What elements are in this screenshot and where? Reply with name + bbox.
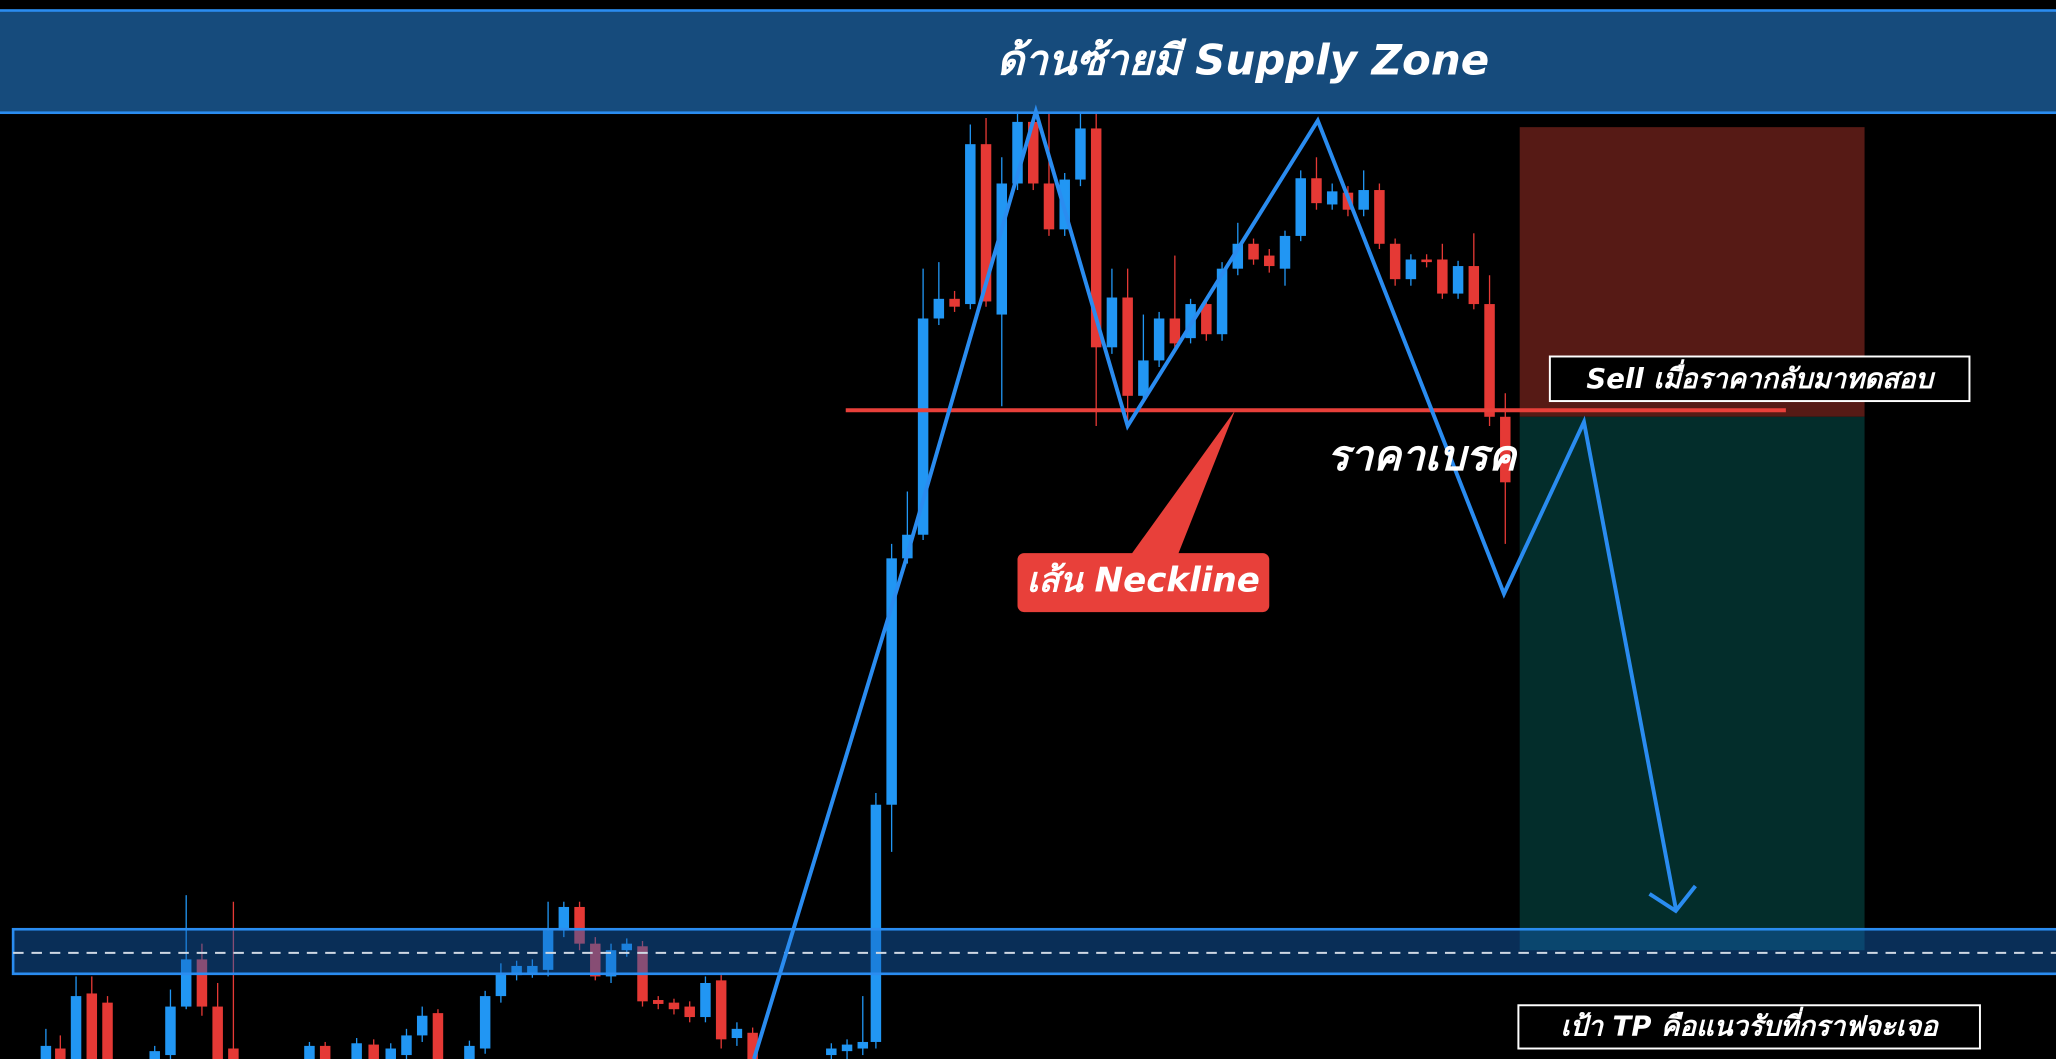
callout-box [1017, 553, 1270, 613]
pattern-line [752, 104, 1678, 1059]
candle-body [715, 980, 727, 1040]
sell-label: Sell เมื่อราคากลับมาทดสอบ [1586, 359, 1935, 395]
take-profit-zone [1519, 416, 1865, 951]
candle-body [980, 144, 992, 302]
candle-body [304, 1045, 315, 1059]
candle-body [1232, 243, 1244, 269]
candle-body [1201, 304, 1212, 335]
candle-body [574, 906, 585, 944]
neckline-label: เส้น Neckline [1027, 560, 1260, 600]
candle-body [319, 1045, 331, 1059]
candle-body [1012, 121, 1023, 184]
candle-body [605, 950, 617, 977]
candle-body [1389, 243, 1401, 280]
candle-body [841, 1044, 853, 1052]
candle-body [747, 1032, 758, 1059]
candle-body [621, 943, 633, 951]
candle-body [1326, 191, 1338, 205]
candle-body [416, 1015, 428, 1036]
candles [40, 91, 1511, 1059]
candle-body [228, 1048, 239, 1059]
callout-pointer [1130, 410, 1236, 556]
candle-body [1421, 259, 1432, 263]
candle-body [1500, 416, 1511, 483]
candle-body [668, 1002, 680, 1010]
candle-body [527, 965, 538, 973]
candle-body [542, 930, 554, 970]
break-label: ราคาเบรค [1327, 431, 1518, 480]
candle-body [857, 1041, 869, 1049]
candle-body [149, 1051, 160, 1059]
candle-body [870, 804, 882, 1042]
candle-body [886, 558, 897, 805]
candle-body [368, 1044, 379, 1059]
candle-body [1437, 259, 1448, 294]
candle-body [432, 1013, 444, 1059]
candle-body [965, 144, 976, 305]
candle-body [700, 982, 711, 1018]
candle-body [949, 298, 960, 307]
candle-body [1248, 243, 1259, 260]
candle-body [86, 993, 98, 1059]
candle-body [652, 1000, 664, 1004]
candle-body [196, 959, 208, 1007]
supply-zone-label: ด้านซ้ายมี Supply Zone [997, 35, 1489, 84]
candle-body [1185, 304, 1196, 339]
candle-body [826, 1048, 837, 1056]
candle-body [511, 965, 522, 976]
candle-body [401, 1035, 412, 1056]
candle-body [180, 959, 192, 1007]
candle-body [590, 943, 601, 977]
candle-body [1028, 121, 1039, 184]
candle-body [1468, 266, 1480, 305]
candle-body [351, 1043, 362, 1059]
candle-body [102, 1002, 113, 1059]
target-label: เป้า TP คือแนวรับที่กราฟจะเจอ [1561, 1007, 1940, 1043]
candle-body [1138, 360, 1149, 396]
candle-body [1374, 190, 1385, 244]
candle-body [1264, 255, 1275, 267]
candle-body [1311, 178, 1322, 204]
target-box [1517, 1004, 1981, 1050]
candle-body [558, 906, 570, 931]
candle-body [1405, 259, 1417, 280]
supply-zone [0, 9, 2056, 115]
sell-box [1548, 355, 1971, 403]
arrow-head [1648, 884, 1697, 914]
candle-body [212, 1006, 223, 1059]
candle-body [1106, 297, 1118, 348]
candle-body [1295, 178, 1306, 236]
candle-body [902, 534, 913, 559]
candle-body [1169, 318, 1181, 344]
candle-body [70, 996, 82, 1059]
candle-body [1090, 128, 1102, 348]
candle-body [464, 1045, 475, 1059]
candle-body [1043, 183, 1055, 230]
candle-body [55, 1048, 66, 1059]
candle-body [684, 1006, 695, 1018]
candle-body [917, 318, 929, 535]
candle-body [1358, 190, 1369, 210]
candle-body [385, 1048, 396, 1059]
candle-body [165, 1006, 176, 1056]
candle-body [1153, 318, 1165, 361]
demand-zone [11, 927, 2056, 976]
candle-body [1452, 266, 1464, 294]
candle-body [731, 1028, 743, 1039]
candle-body [1216, 268, 1228, 335]
candle-body [479, 996, 491, 1049]
candle-body [495, 972, 507, 997]
candle-body [1279, 235, 1291, 269]
candle-body [1122, 297, 1133, 396]
candle-body [40, 1045, 52, 1059]
candle-body [996, 183, 1008, 315]
candle-body [933, 298, 945, 319]
candle-body [1484, 304, 1495, 417]
candle-body [1075, 128, 1086, 180]
